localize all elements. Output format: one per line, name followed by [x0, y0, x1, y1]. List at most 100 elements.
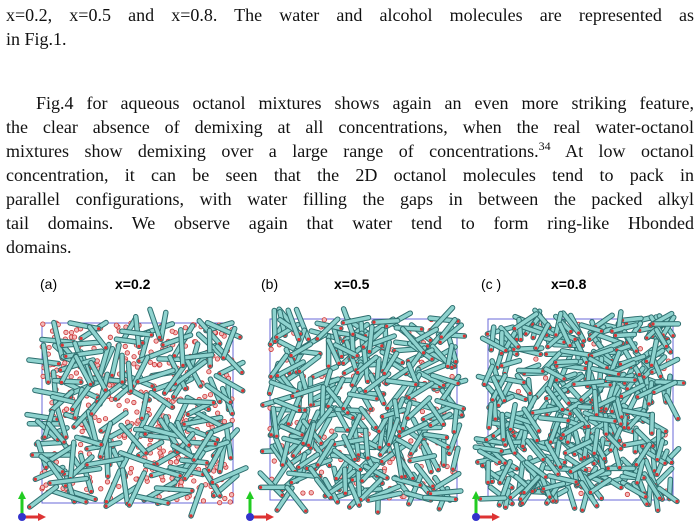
- hydroxyl: [300, 433, 304, 437]
- hydroxyl: [594, 413, 599, 417]
- water-molecule: [131, 354, 137, 360]
- octanol-molecule: [104, 469, 122, 504]
- octanol-molecule: [387, 418, 400, 447]
- water-molecule: [419, 408, 426, 415]
- water-molecule: [515, 388, 521, 395]
- hydroxyl: [613, 333, 618, 338]
- text-line: parallel configurations, with water fill…: [6, 188, 694, 210]
- octanol-molecule: [568, 457, 594, 474]
- octanol-molecule: [534, 323, 550, 350]
- hydroxyl: [513, 451, 517, 455]
- hydroxyl: [664, 344, 668, 348]
- water-molecule: [157, 362, 163, 368]
- octanol-molecule: [572, 379, 605, 387]
- hydroxyl: [407, 502, 411, 506]
- text-line: the clear absence of demixing at all con…: [6, 116, 694, 138]
- hydroxyl: [215, 438, 219, 442]
- hydroxyl: [599, 329, 604, 333]
- hydroxyl: [580, 508, 584, 512]
- octanol-molecule: [64, 349, 104, 359]
- hydroxyl: [554, 333, 558, 337]
- water-molecule: [102, 416, 109, 422]
- hydroxyl: [210, 480, 215, 484]
- octanol-molecule: [382, 351, 399, 376]
- hydroxyl: [652, 390, 656, 394]
- hydroxyl: [136, 380, 140, 384]
- octanol-molecule: [438, 323, 464, 344]
- octanol-molecule: [118, 451, 156, 467]
- hydroxyl: [189, 514, 193, 518]
- octanol-molecule: [605, 376, 637, 382]
- hydroxyl: [658, 374, 663, 378]
- hydroxyl: [372, 320, 376, 324]
- hydroxyl: [541, 487, 546, 491]
- hydroxyl: [319, 441, 323, 445]
- hydroxyl: [528, 391, 532, 395]
- water-molecule: [127, 470, 133, 476]
- water-molecule: [321, 317, 327, 323]
- water-molecule: [268, 346, 274, 352]
- hydroxyl: [400, 475, 404, 479]
- octanol-molecule: [604, 381, 616, 411]
- water-molecule: [39, 484, 46, 490]
- octanol-molecule: [451, 446, 460, 471]
- water-molecule: [68, 329, 75, 336]
- hydroxyl: [385, 476, 389, 480]
- hydroxyl: [339, 326, 343, 330]
- hydroxyl: [669, 460, 674, 465]
- hydroxyl: [515, 352, 519, 356]
- octanol-molecule: [363, 464, 389, 480]
- water-molecule: [533, 356, 539, 362]
- hydroxyl: [616, 372, 621, 376]
- hydroxyl: [569, 470, 573, 474]
- octanol-molecule: [332, 448, 363, 472]
- hydroxyl: [289, 353, 293, 358]
- hydroxyl: [512, 327, 517, 331]
- hydroxyl: [406, 416, 410, 420]
- water-molecule: [202, 393, 208, 400]
- water-molecule: [173, 459, 179, 465]
- octanol-molecule: [214, 374, 245, 393]
- hydroxyl: [377, 429, 381, 433]
- hydroxyl: [535, 438, 539, 443]
- octanol-molecule: [331, 322, 344, 359]
- hydroxyl: [106, 474, 110, 478]
- hydroxyl: [93, 497, 97, 501]
- hydroxyl: [337, 361, 341, 365]
- octanol-molecule: [622, 408, 653, 418]
- octanol-molecule: [205, 383, 233, 404]
- hydroxyl: [144, 451, 148, 455]
- hydroxyl: [275, 508, 279, 512]
- water-molecule: [153, 338, 159, 344]
- water-molecule: [215, 410, 221, 416]
- octanol-molecule: [363, 372, 391, 393]
- hydroxyl: [356, 370, 360, 375]
- octanol-molecule: [525, 438, 545, 462]
- hydroxyl: [208, 364, 212, 368]
- hydroxyl: [303, 408, 307, 412]
- hydroxyl: [562, 377, 566, 381]
- hydroxyl: [60, 343, 64, 347]
- octanol-molecule: [311, 365, 339, 379]
- octanol-molecule: [52, 320, 65, 360]
- hydroxyl: [268, 342, 273, 346]
- water-molecule: [182, 325, 189, 331]
- hydroxyl: [170, 405, 174, 409]
- water-molecule: [62, 360, 68, 366]
- octanol-molecule: [563, 439, 593, 455]
- hydroxyl: [385, 324, 389, 328]
- octanol-molecule: [503, 427, 517, 455]
- hydroxyl: [63, 484, 68, 488]
- octanol-molecule: [316, 439, 335, 467]
- hydroxyl: [280, 463, 285, 467]
- octanol-molecule: [342, 434, 357, 462]
- hydroxyl: [436, 467, 440, 472]
- hydroxyl: [104, 504, 108, 508]
- water-molecule: [73, 370, 80, 376]
- octanol-molecule: [615, 397, 624, 419]
- octanol-molecule: [409, 424, 430, 456]
- hydroxyl: [230, 411, 234, 416]
- text-span: At low octanol: [550, 141, 694, 161]
- octanol-molecule: [430, 373, 460, 386]
- hydroxyl: [89, 489, 93, 494]
